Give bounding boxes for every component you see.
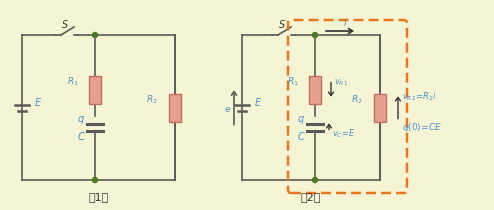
Text: （1）: （1） <box>88 192 109 202</box>
Bar <box>89 76 101 104</box>
Text: （2）: （2） <box>301 192 321 202</box>
Text: S: S <box>279 20 285 30</box>
Circle shape <box>92 33 97 38</box>
Text: $C$: $C$ <box>296 130 305 142</box>
Text: $q$: $q$ <box>297 114 305 126</box>
Text: $R_2$: $R_2$ <box>146 93 158 106</box>
Text: $E$: $E$ <box>34 96 42 108</box>
Text: $i$: $i$ <box>343 16 347 28</box>
Text: $C$: $C$ <box>77 130 85 142</box>
Text: $v_C\!=\!E$: $v_C\!=\!E$ <box>332 127 355 140</box>
Text: $e$: $e$ <box>224 105 232 114</box>
Text: $E$: $E$ <box>254 96 262 108</box>
Text: $R_1$: $R_1$ <box>287 76 299 88</box>
Text: $q$: $q$ <box>77 114 85 126</box>
Text: $R_2$: $R_2$ <box>351 93 363 106</box>
Text: S: S <box>62 20 68 30</box>
Circle shape <box>92 177 97 182</box>
Bar <box>309 76 321 104</box>
Text: $q(0)\!=\!CE$: $q(0)\!=\!CE$ <box>402 121 443 134</box>
Bar <box>169 93 181 122</box>
Text: $R_1$: $R_1$ <box>67 76 79 88</box>
Bar <box>374 93 386 122</box>
Text: $v_{R2}\!=\!R_2 i$: $v_{R2}\!=\!R_2 i$ <box>402 91 437 103</box>
Circle shape <box>313 177 318 182</box>
Text: $v_{R1}$: $v_{R1}$ <box>334 77 348 88</box>
Circle shape <box>313 33 318 38</box>
